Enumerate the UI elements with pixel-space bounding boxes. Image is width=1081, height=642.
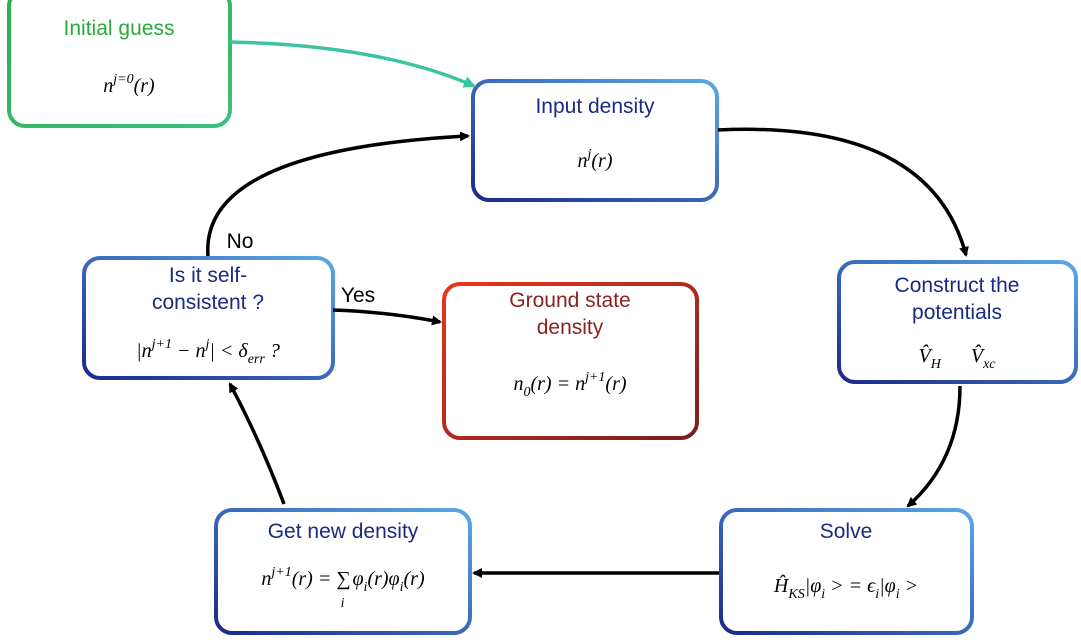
box: [7, 0, 232, 128]
arrow: [332, 308, 442, 326]
node-title: Initial guess: [64, 17, 175, 40]
formula: nj+1(r) = ∑ iφi(r)φi(r): [261, 565, 425, 611]
node-title: Ground state: [509, 289, 630, 312]
node-title: potentials: [912, 301, 1002, 324]
box: [82, 256, 335, 380]
arrows: [206, 40, 969, 578]
formula: V̂H V̂xc: [919, 344, 997, 372]
box: [442, 282, 699, 440]
box: [719, 508, 974, 635]
box: [837, 260, 1078, 384]
formula: |nj+1 − nj| < δerr ?: [136, 337, 280, 367]
node-title: consistent ?: [152, 291, 264, 314]
formula: nj(r): [578, 147, 613, 172]
box: [471, 79, 719, 202]
formula: nj=0(r): [103, 72, 155, 97]
box: [214, 508, 472, 635]
node-title: Solve: [820, 520, 873, 543]
formula: n0(r) = nj+1(r): [513, 370, 626, 400]
edge-label: No: [227, 230, 254, 253]
arrow: [229, 40, 476, 88]
node-title: Construct the: [895, 274, 1020, 297]
formula: ĤKS|φi > = ϵi|φi >: [773, 574, 918, 602]
edge-label: Yes: [341, 284, 375, 307]
arrow: [206, 131, 470, 257]
node-title: density: [537, 316, 604, 339]
arrow: [906, 385, 962, 508]
boxes: [7, 0, 1078, 635]
arrow: [717, 127, 969, 257]
node-title: Is it self-: [169, 264, 247, 287]
node-title: Input density: [535, 95, 655, 118]
arrow: [228, 382, 286, 505]
node-title: Get new density: [268, 520, 419, 543]
